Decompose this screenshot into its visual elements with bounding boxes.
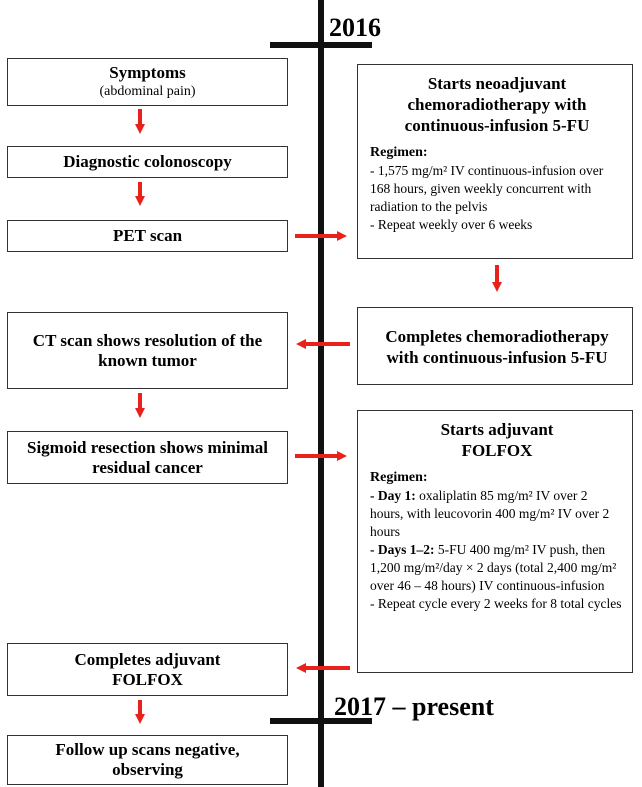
box-followup-title: Follow up scans negative, observing <box>55 740 240 779</box>
box-follow-up: Follow up scans negative, observing <box>7 735 288 785</box>
box-resection-title: Sigmoid resection shows minimal residual… <box>26 437 268 477</box>
folfox-title: Starts adjuvant FOLFOX <box>440 420 554 460</box>
completes-chemo-title: Completes chemoradiotherapy with continu… <box>385 327 609 367</box>
box-completes-folfox-title: Completes adjuvant FOLFOX <box>74 649 221 689</box>
box-sigmoid-resection: Sigmoid resection shows minimal residual… <box>7 431 288 484</box>
box-diagnostic-colonoscopy: Diagnostic colonoscopy <box>7 146 288 178</box>
neoadjuvant-regimen-label: Regimen: <box>370 145 428 160</box>
box-pet-title: PET scan <box>112 226 183 245</box>
box-ct-title: CT scan shows resolution of the known tu… <box>32 330 263 370</box>
folfox-line-3-text: - Repeat cycle every 2 weeks for 8 total… <box>370 596 622 611</box>
box-symptoms-title: Symptoms <box>109 63 186 82</box>
folfox-line-2-bold: - Days 1–2: <box>370 542 435 557</box>
folfox-regimen-line-3: - Repeat cycle every 2 weeks for 8 total… <box>370 595 624 613</box>
box-pet-scan: PET scan <box>7 220 288 252</box>
timeline-end-label: 2017 – present <box>334 692 494 721</box>
neoadjuvant-title: Starts neoadjuvant chemoradiotherapy wit… <box>404 74 590 135</box>
box-completes-folfox: Completes adjuvant FOLFOX <box>7 643 288 696</box>
folfox-line-2-text: 5-FU 400 mg/m² IV push, then 1,200 mg/m²… <box>370 542 617 593</box>
folfox-regimen-line-2: - Days 1–2: 5-FU 400 mg/m² IV push, then… <box>370 541 624 595</box>
box-starts-neoadjuvant: Starts neoadjuvant chemoradiotherapy wit… <box>357 64 633 259</box>
box-symptoms-subtitle: (abdominal pain) <box>99 84 196 99</box>
timeline-start-tick <box>270 42 372 48</box>
folfox-line-1-bold: - Day 1: <box>370 488 416 503</box>
box-symptoms: Symptoms (abdominal pain) <box>7 58 288 106</box>
neoadjuvant-regimen-line-1: - 1,575 mg/m² IV continuous-infusion ove… <box>370 163 604 214</box>
folfox-regimen-line-1: - Day 1: oxaliplatin 85 mg/m² IV over 2 … <box>370 487 624 541</box>
timeline-end-tick <box>270 718 372 724</box>
folfox-regimen-label: Regimen: <box>370 470 428 485</box>
box-ct-scan: CT scan shows resolution of the known tu… <box>7 312 288 389</box>
folfox-line-1-text: oxaliplatin 85 mg/m² IV over 2 hours, wi… <box>370 488 610 539</box>
neoadjuvant-regimen-line-2: - Repeat weekly over 6 weeks <box>370 217 533 232</box>
box-completes-chemoradiotherapy: Completes chemoradiotherapy with continu… <box>357 307 633 385</box>
box-colonoscopy-title: Diagnostic colonoscopy <box>63 152 232 171</box>
box-starts-adjuvant-folfox: Starts adjuvant FOLFOX Regimen: - Day 1:… <box>357 410 633 673</box>
timeline-start-label: 2016 <box>329 13 381 42</box>
timeline-axis <box>318 0 324 787</box>
